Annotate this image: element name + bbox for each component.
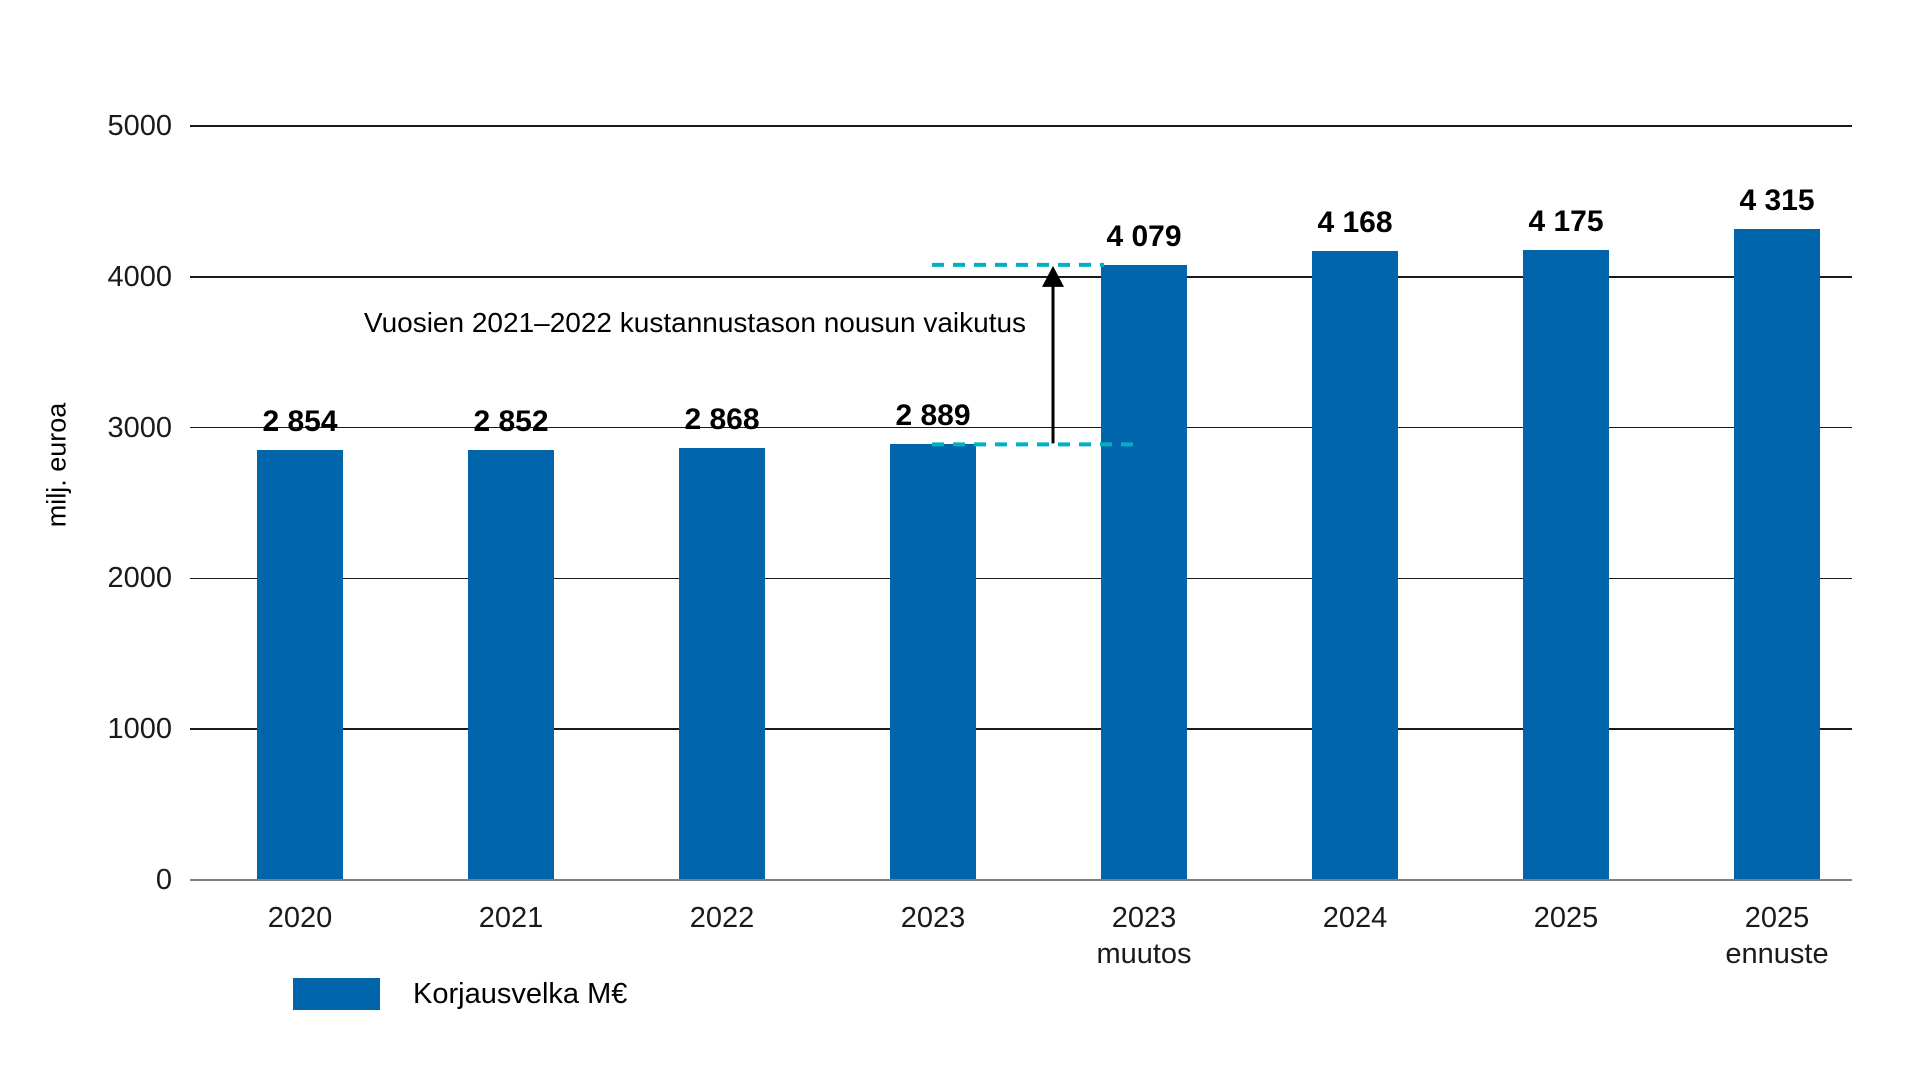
gridline bbox=[190, 728, 1852, 730]
legend-swatch bbox=[293, 978, 380, 1010]
x-tick-label-line: ennuste bbox=[1725, 938, 1829, 970]
x-tick-label-line: 2024 bbox=[1322, 902, 1388, 934]
y-tick-label: 2000 bbox=[107, 562, 172, 595]
y-tick-label: 1000 bbox=[107, 713, 172, 746]
bar bbox=[1312, 251, 1398, 880]
x-tick-label-line: 2025 bbox=[1533, 902, 1599, 934]
x-tick-label: 2025 bbox=[1534, 900, 1599, 936]
gridline bbox=[190, 426, 1852, 429]
bar bbox=[1523, 250, 1609, 880]
bar bbox=[468, 449, 554, 880]
bar bbox=[679, 447, 765, 880]
gridline bbox=[190, 276, 1852, 278]
bar bbox=[1101, 264, 1187, 880]
y-tick-label: 0 bbox=[155, 864, 172, 896]
y-tick-label: 4000 bbox=[107, 260, 172, 293]
legend-label: Korjausvelka M€ bbox=[413, 978, 628, 1010]
x-tick-label-line: 2023 bbox=[900, 902, 966, 934]
y-tick-label: 3000 bbox=[107, 411, 172, 444]
legend: Korjausvelka M€ bbox=[293, 978, 627, 1010]
y-axis-title: milj. euroa bbox=[41, 402, 72, 528]
x-tick-label: 2023 bbox=[901, 900, 966, 936]
bar-value-label: 4 175 bbox=[1528, 205, 1604, 239]
x-tick-label-line: 2022 bbox=[689, 902, 755, 934]
x-tick-label: 2024 bbox=[1323, 900, 1388, 936]
x-tick-label-line: 2023 bbox=[1111, 902, 1177, 934]
gridline bbox=[190, 125, 1852, 127]
x-tick-label-line: 2025 bbox=[1744, 902, 1810, 934]
x-tick-label: 2025 ennuste bbox=[1725, 900, 1828, 972]
x-tick-label: 2023 muutos bbox=[1096, 900, 1191, 972]
x-axis-line bbox=[190, 878, 1852, 882]
x-tick-label: 2021 bbox=[479, 900, 544, 936]
bar-value-label: 2 854 bbox=[262, 404, 338, 438]
x-tick-label: 2020 bbox=[268, 900, 333, 936]
annotation-text: Vuosien 2021–2022 kustannustason nousun … bbox=[363, 307, 1027, 338]
bar-value-label: 4 168 bbox=[1317, 206, 1393, 240]
bar-value-label: 4 079 bbox=[1106, 219, 1182, 253]
bar bbox=[1734, 229, 1820, 880]
x-tick-label: 2022 bbox=[690, 900, 755, 936]
bar-value-label: 4 315 bbox=[1739, 184, 1815, 218]
x-tick-label-line: 2020 bbox=[267, 902, 333, 934]
x-tick-label-line: muutos bbox=[1096, 938, 1192, 970]
y-tick-label: 5000 bbox=[107, 110, 172, 142]
bar bbox=[890, 444, 976, 880]
bar-value-label: 2 852 bbox=[473, 404, 549, 438]
gridline bbox=[190, 577, 1852, 580]
bar bbox=[257, 449, 343, 880]
bar-value-label: 2 868 bbox=[684, 402, 760, 436]
x-tick-label-line: 2021 bbox=[478, 902, 544, 934]
bar-value-label: 2 889 bbox=[895, 399, 971, 433]
